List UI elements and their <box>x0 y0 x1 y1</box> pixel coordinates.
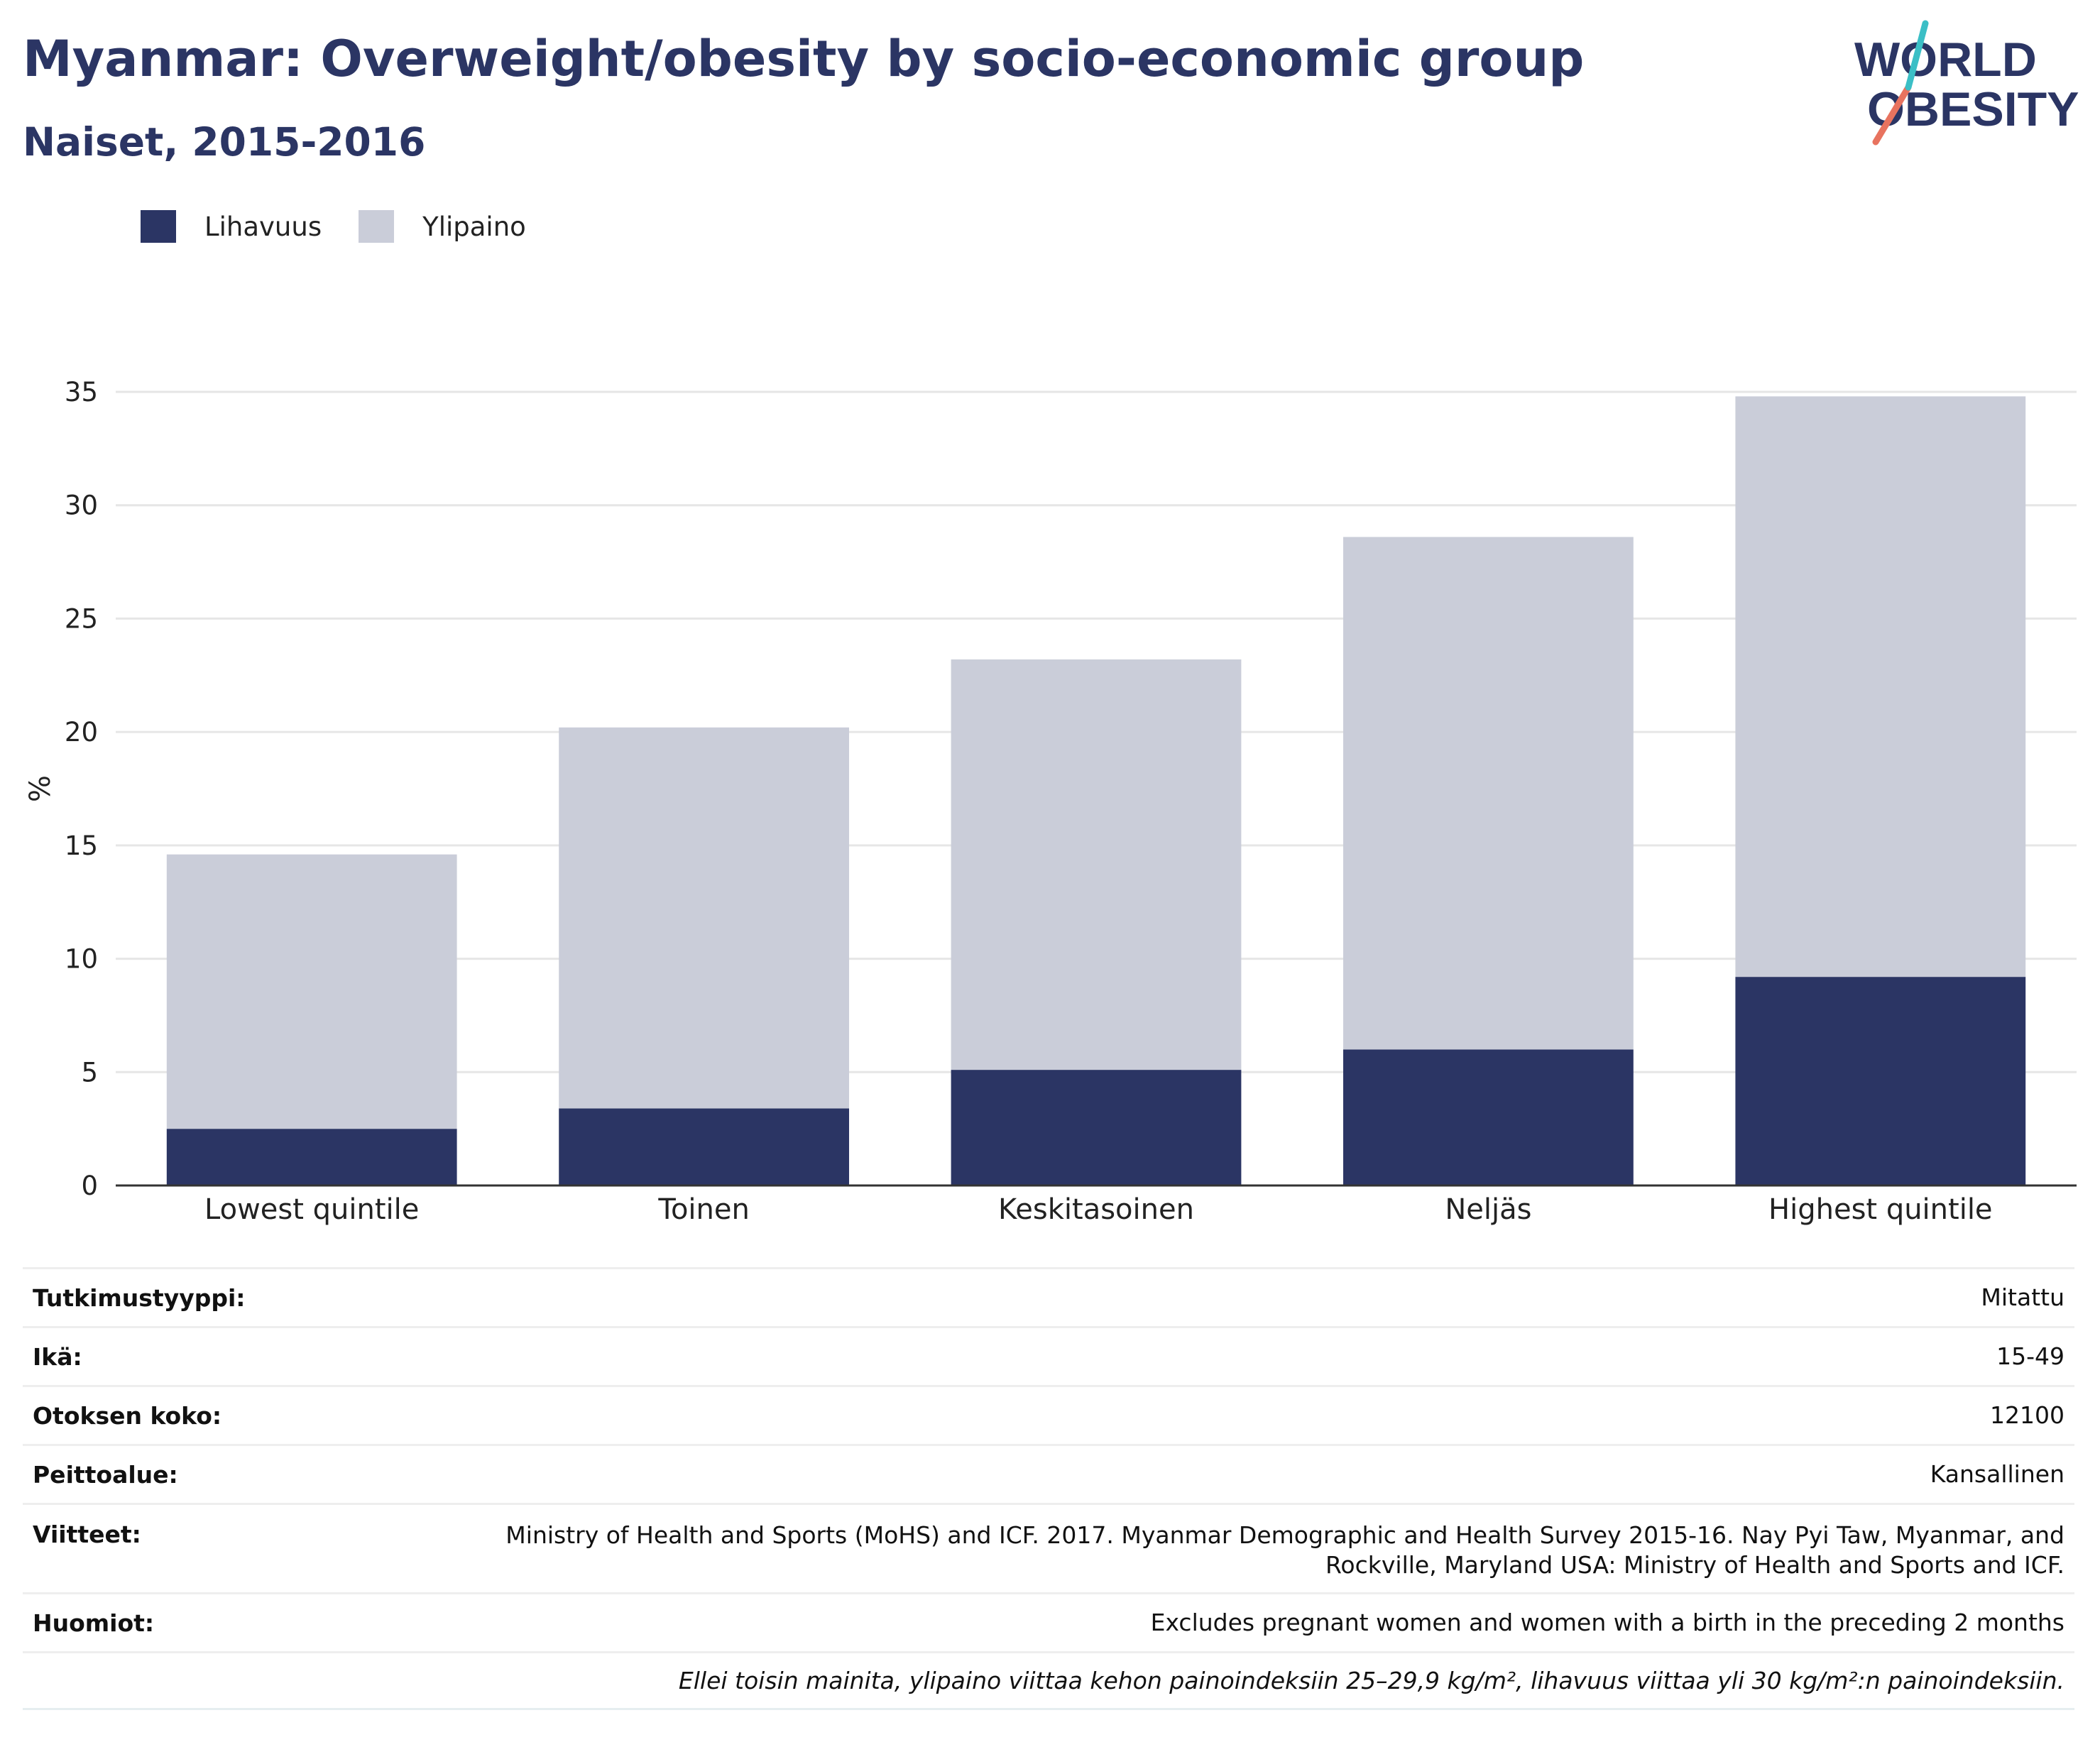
y-tick-label: 15 <box>65 831 98 861</box>
info-row-study-type: Tutkimustyyppi: Mitattu <box>23 1267 2074 1326</box>
info-value: 12100 <box>1990 1401 2065 1429</box>
legend-swatch-ylipaino <box>359 210 395 243</box>
bar-lihavuus-1 <box>559 1108 849 1185</box>
x-tick-label: Highest quintile <box>1768 1193 1993 1226</box>
bar-lihavuus-4 <box>1735 977 2026 1185</box>
survey-info-table: Tutkimustyyppi: Mitattu Ikä: 15-49 Otoks… <box>23 1267 2074 1710</box>
legend-item-lihavuus: Lihavuus <box>141 210 322 243</box>
reference-line-1: Ministry of Health and Sports (MoHS) and… <box>505 1521 2065 1549</box>
y-tick-label: 10 <box>65 944 98 975</box>
y-tick-label: 5 <box>81 1057 98 1088</box>
definition-note: Ellei toisin mainita, ylipaino viittaa k… <box>678 1666 2065 1694</box>
legend-swatch-lihavuus <box>141 210 176 243</box>
info-label: Peittoalue: <box>33 1460 178 1489</box>
legend-item-ylipaino: Ylipaino <box>359 210 526 243</box>
y-axis-label: % <box>24 775 57 802</box>
chart-title: Myanmar: Overweight/obesity by socio-eco… <box>23 30 1585 88</box>
legend-label-ylipaino: Ylipaino <box>422 211 526 242</box>
x-tick-label: Toinen <box>657 1193 750 1226</box>
y-tick-label: 35 <box>65 377 98 407</box>
info-value: 15-49 <box>1996 1342 2065 1370</box>
bar-ylipaino-1 <box>559 727 849 1109</box>
info-row-references: Viitteet: Ministry of Health and Sports … <box>23 1503 2074 1592</box>
logo-word-world: WORLD <box>1854 33 2037 87</box>
info-row-sample-size: Otoksen koko: 12100 <box>23 1385 2074 1444</box>
bar-lihavuus-2 <box>951 1070 1242 1185</box>
y-tick-label: 0 <box>81 1171 98 1201</box>
reference-line-2: Rockville, Maryland USA: Ministry of Hea… <box>1325 1551 2065 1579</box>
world-obesity-logo: WORLD OBESITY <box>1854 20 2079 146</box>
info-label: Tutkimustyyppi: <box>33 1283 246 1312</box>
info-row-notes: Huomiot: Excludes pregnant women and wom… <box>23 1592 2074 1651</box>
bar-ylipaino-0 <box>166 854 457 1129</box>
info-label: Ikä: <box>33 1342 82 1371</box>
chart-subtitle: Naiset, 2015-2016 <box>23 119 426 165</box>
info-row-definition-note: Ellei toisin mainita, ylipaino viittaa k… <box>23 1651 2074 1710</box>
stacked-bar-chart: 0 5 10 15 20 25 30 35% Lowest quintile Toinen Kesk… <box>24 377 2077 1226</box>
y-tick-label: 30 <box>65 491 98 521</box>
chart-legend: Lihavuus Ylipaino <box>141 210 563 243</box>
y-tick-label: 20 <box>65 717 98 747</box>
x-tick-label: Keskitasoinen <box>998 1193 1194 1226</box>
info-row-coverage: Peittoalue: Kansallinen <box>23 1444 2074 1503</box>
info-value: Ministry of Health and Sports (MoHS) and… <box>505 1521 2065 1580</box>
info-value: Mitattu <box>1981 1283 2065 1311</box>
bar-lihavuus-0 <box>166 1129 457 1185</box>
info-value: Excludes pregnant women and women with a… <box>1150 1609 2065 1636</box>
info-row-age: Ikä: 15-49 <box>23 1326 2074 1385</box>
bar-ylipaino-4 <box>1735 396 2026 977</box>
info-label: Viitteet: <box>33 1521 141 1548</box>
bar-ylipaino-2 <box>951 659 1242 1070</box>
bar-ylipaino-3 <box>1343 537 1634 1050</box>
x-tick-label: Lowest quintile <box>204 1193 419 1226</box>
legend-label-lihavuus: Lihavuus <box>204 211 322 242</box>
info-label: Otoksen koko: <box>33 1401 222 1430</box>
info-value: Kansallinen <box>1930 1460 2065 1488</box>
info-label: Huomiot: <box>33 1609 155 1637</box>
y-tick-label: 25 <box>65 603 98 634</box>
bar-lihavuus-3 <box>1343 1049 1634 1185</box>
x-tick-label: Neljäs <box>1445 1193 1531 1226</box>
